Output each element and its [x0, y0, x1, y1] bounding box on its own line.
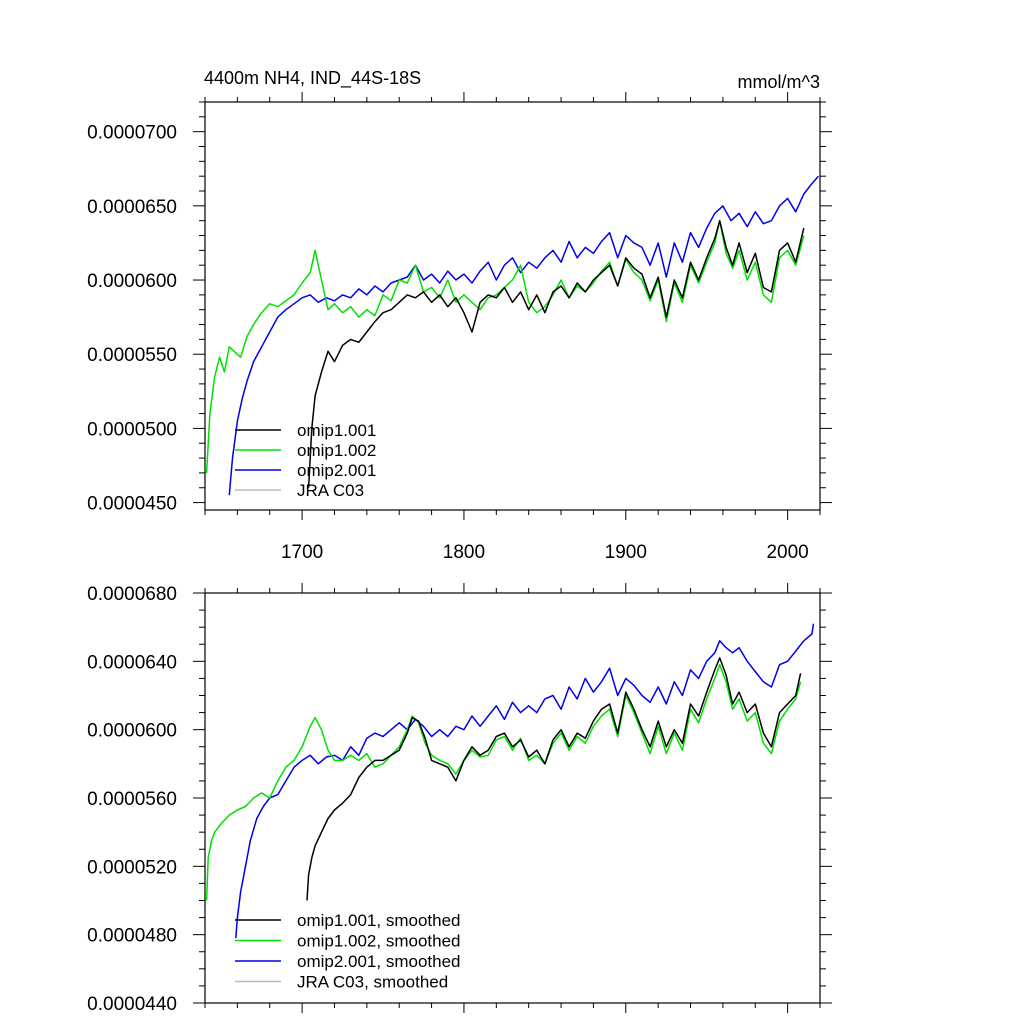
legend-label-omip1_001: omip1.001, smoothed — [297, 911, 461, 930]
legend-label-jra_c03: JRA C03 — [297, 481, 364, 500]
y-tick-label: 0.0000680 — [87, 584, 177, 605]
series-line-omip2_001 — [228, 175, 819, 496]
top-panel: 4400m NH4, IND_44S-18S mmol/m^3 1700 1800… — [87, 68, 832, 563]
y-tick-label: 0.0000550 — [87, 345, 177, 366]
x-tick-label: 1700 — [281, 542, 323, 563]
series-line-omip1_001 — [306, 657, 802, 901]
bottom-panel: 0.0000440 0.0000480 0.0000520 0.0000560 0.00… — [87, 583, 832, 1015]
y-tick-label: 0.0000440 — [87, 994, 177, 1015]
legend-label-omip1_001: omip1.001 — [297, 421, 376, 440]
y-tick-label: 0.0000700 — [87, 123, 177, 144]
series-line-omip1_002 — [205, 663, 802, 901]
y-tick-label: 0.0000520 — [87, 857, 177, 878]
legend-label-omip2_001: omip2.001 — [297, 461, 376, 480]
legend-label-omip2_001: omip2.001, smoothed — [297, 952, 461, 971]
x-tick-label: 2000 — [766, 542, 808, 563]
legend-label-jra_c03: JRA C03, smoothed — [297, 973, 448, 992]
y-tick-label: 0.0000640 — [87, 652, 177, 673]
bottom-panel-series — [205, 623, 815, 939]
y-tick-label: 0.0000500 — [87, 419, 177, 440]
y-tick-label: 0.0000480 — [87, 926, 177, 947]
legend-label-omip1_002: omip1.002, smoothed — [297, 932, 461, 951]
y-tick-label: 0.0000600 — [87, 271, 177, 292]
y-tick-label: 0.0000560 — [87, 789, 177, 810]
y-tick-label: 0.0000450 — [87, 494, 177, 515]
top-panel-units: mmol/m^3 — [738, 72, 820, 92]
y-tick-label: 0.0000650 — [87, 197, 177, 218]
bottom-panel-frame — [204, 592, 821, 1004]
series-line-omip1_001 — [307, 219, 805, 488]
top-panel-axes: 1700 1800 1900 2000 0.0000450 0.0000500 0.0000… — [87, 92, 832, 563]
series-line-omip2_001 — [235, 623, 815, 939]
bottom-panel-legend: omip1.001, smoothed omip1.002, smoothedom… — [235, 911, 461, 992]
top-panel-series — [205, 175, 819, 496]
top-panel-frame — [204, 101, 821, 511]
x-tick-label: 1900 — [605, 542, 647, 563]
y-tick-label: 0.0000600 — [87, 721, 177, 742]
top-panel-title: 4400m NH4, IND_44S-18S — [204, 68, 421, 89]
bottom-panel-axes: 0.0000440 0.0000480 0.0000520 0.0000560 0.00… — [87, 583, 832, 1015]
legend-label-omip1_002: omip1.002 — [297, 441, 376, 460]
x-tick-label: 1800 — [443, 542, 485, 563]
